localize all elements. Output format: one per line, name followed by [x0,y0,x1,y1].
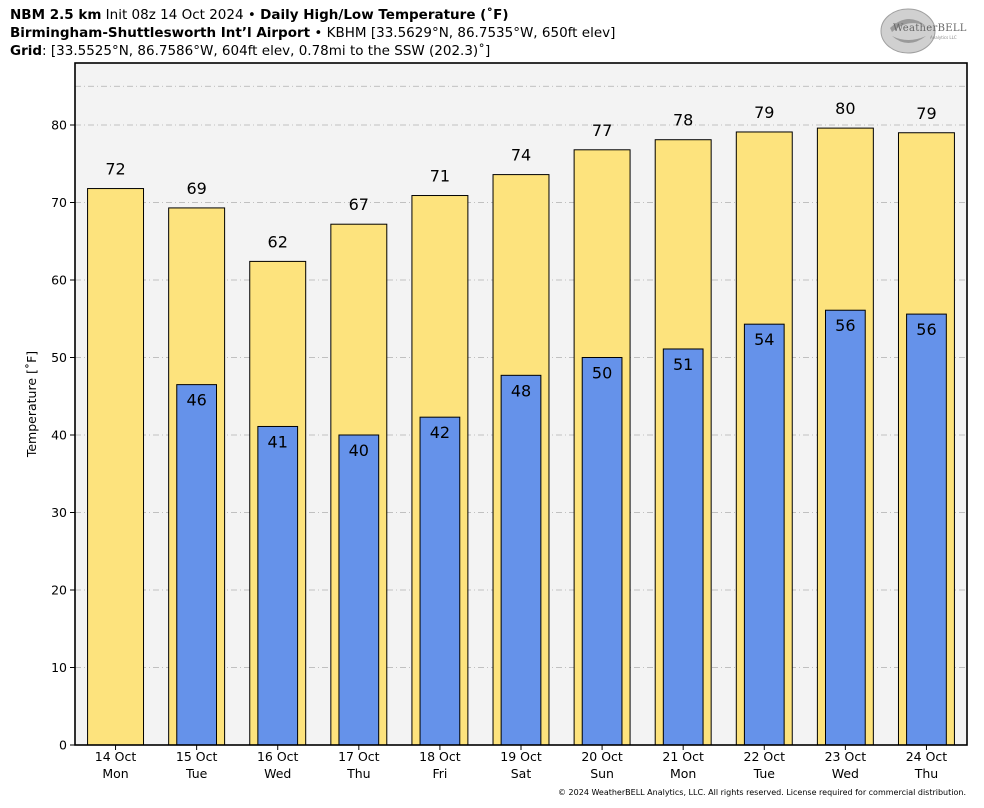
low-temp-label: 41 [268,432,288,451]
x-tick-date: 23 Oct [825,749,867,764]
grid-info: : [33.5525°N, 86.7586°W, 604ft elev, 0.7… [42,43,491,59]
low-temp-label: 54 [754,330,774,349]
init-time: Init 08z 14 Oct 2024 • [101,7,261,23]
x-tick-day: Tue [753,766,776,781]
y-axis-label: Temperature [˚F] [24,351,39,458]
x-tick-day: Wed [264,766,291,781]
x-tick-date: 24 Oct [906,749,948,764]
high-temp-label: 62 [268,232,288,251]
high-temp-label: 77 [592,121,612,140]
logo-subtext: Analytics LLC [930,35,957,40]
chart-title: Daily High/Low Temperature (˚F) [260,7,509,23]
y-tick-label: 50 [51,350,67,365]
low-temp-label: 56 [916,320,936,339]
logo-text: WeatherBELL [893,23,967,34]
x-tick-day: Tue [185,766,208,781]
header-line-3: Grid: [33.5525°N, 86.7586°W, 604ft elev,… [10,42,615,60]
high-temp-label: 78 [673,111,693,130]
low-temp-label: 50 [592,364,612,383]
x-tick-date: 21 Oct [662,749,704,764]
y-tick-label: 30 [51,505,67,520]
low-temp-bar [257,425,299,746]
x-tick-day: Wed [832,766,859,781]
low-temp-label: 46 [186,391,206,410]
x-tick-day: Sat [511,766,532,781]
low-temp-bar [906,313,947,746]
high-temp-label: 71 [430,167,450,186]
model-name: NBM 2.5 km [10,7,102,23]
x-tick-day: Mon [670,766,696,781]
x-tick-day: Thu [346,766,370,781]
bars: 72 69 46 62 41 67 40 71 42 74 48 77 50 78 51 79 54 80 56 79… [87,99,955,746]
low-temp-bar [743,323,785,746]
y-tick-label: 20 [51,583,67,598]
x-tick-date: 18 Oct [419,749,461,764]
y-tick-label: 60 [51,273,67,288]
low-temp-label: 56 [835,316,855,335]
station-info: • KBHM [33.5629°N, 86.7535°W, 650ft elev… [310,25,616,41]
high-temp-label: 69 [186,179,206,198]
x-tick-date: 19 Oct [500,749,542,764]
low-temp-bar [824,309,866,746]
low-temp-bar [419,416,461,746]
header-line-1: NBM 2.5 km Init 08z 14 Oct 2024 • Daily … [10,6,615,24]
low-temp-label: 48 [511,381,531,400]
grid-label: Grid [10,43,43,59]
x-tick-day: Mon [102,766,128,781]
chart-header: NBM 2.5 km Init 08z 14 Oct 2024 • Daily … [10,6,615,60]
high-temp-label: 72 [105,160,125,179]
low-temp-bar [662,348,704,746]
low-temp-bar [500,374,542,746]
header-line-2: Birmingham-Shuttlesworth Int’l Airport •… [10,24,615,42]
low-temp-label: 51 [673,355,693,374]
y-tick-label: 10 [51,660,67,675]
high-temp-label: 79 [916,104,936,123]
x-tick-date: 20 Oct [581,749,623,764]
y-tick-label: 70 [51,195,67,210]
x-tick-date: 14 Oct [95,749,137,764]
x-tick-day: Sun [590,766,614,781]
x-tick-date: 15 Oct [176,749,218,764]
low-temp-label: 42 [430,423,450,442]
low-temp-bar [338,434,380,746]
high-temp-label: 80 [835,99,855,118]
high-temp-label: 74 [511,146,531,165]
low-temp-label: 40 [349,441,369,460]
high-temp-bar [87,188,145,746]
x-tick-day: Thu [914,766,938,781]
y-tick-label: 40 [51,428,67,443]
axes: 0 10 20 30 40 50 60 70 80 14 Oct Mon 15 Oct Tue 16 Oc… [51,118,947,782]
low-temp-bar [581,357,623,746]
weatherbell-logo [880,8,936,54]
high-temp-label: 79 [754,103,774,122]
y-tick-label: 0 [59,738,67,753]
x-tick-date: 17 Oct [338,749,380,764]
x-tick-date: 16 Oct [257,749,299,764]
station-name: Birmingham-Shuttlesworth Int’l Airport [10,25,311,41]
low-temp-bar [176,384,218,746]
high-temp-label: 67 [349,195,369,214]
x-tick-day: Fri [432,766,447,781]
copyright-footer: © 2024 WeatherBELL Analytics, LLC. All r… [558,788,966,797]
x-tick-date: 22 Oct [744,749,786,764]
y-tick-label: 80 [51,118,67,133]
